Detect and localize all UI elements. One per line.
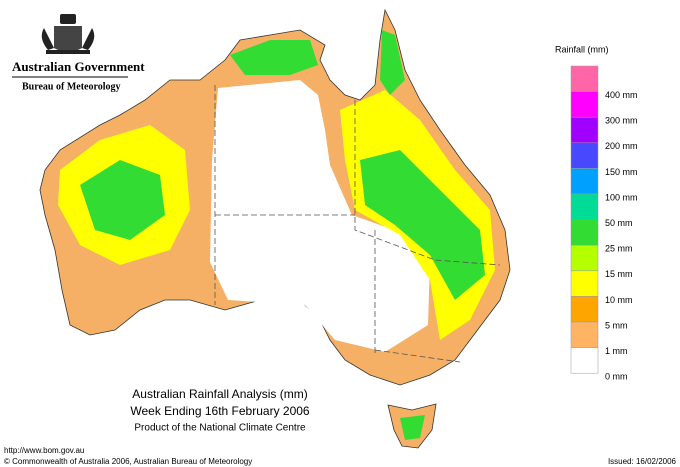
- legend-label: 25 mm: [605, 244, 633, 254]
- legend-label: 50 mm: [605, 218, 633, 228]
- legend-swatch: [570, 321, 599, 348]
- wet-region-north: [230, 40, 318, 75]
- wet-region-wa-core: [80, 160, 165, 240]
- legend-label: 200 mm: [605, 141, 638, 151]
- bureau-name: Bureau of Meteorology: [22, 81, 121, 92]
- wet-region-tas: [400, 415, 425, 440]
- legend-label: 300 mm: [605, 116, 638, 126]
- rainfall-map: [39, 8, 511, 449]
- legend-label: 15 mm: [605, 269, 633, 279]
- legend-label: 1 mm: [605, 346, 628, 356]
- legend-swatch: [570, 65, 599, 92]
- legend-swatch: [570, 168, 599, 195]
- government-name: Australian Government: [12, 59, 145, 74]
- legend-label: 5 mm: [605, 320, 628, 330]
- legend-title: Rainfall (mm): [555, 44, 609, 54]
- copyright: © Commonwealth of Australia 2006, Austra…: [4, 457, 252, 466]
- legend-swatch: [570, 91, 599, 118]
- legend-swatch: [570, 142, 599, 169]
- legend-swatch: [570, 116, 599, 144]
- legend-label: 10 mm: [605, 295, 633, 305]
- legend-label: 0 mm: [605, 372, 628, 382]
- map-credit: Product of the National Climate Centre: [134, 423, 306, 434]
- state-border: [214, 85, 501, 363]
- legend-swatch: [570, 193, 599, 220]
- issued-date: Issued: 16/02/2006: [608, 457, 677, 466]
- website: http://www.bom.gov.au: [4, 446, 84, 455]
- wet-region-east-core: [360, 150, 485, 300]
- legend-label: 400 mm: [605, 90, 638, 100]
- legend-swatch: [570, 296, 599, 323]
- map-subtitle: Week Ending 16th February 2006: [130, 404, 310, 418]
- legend: 400 mm 300 mm 200 mm 150 mm 100 mm 50 mm 25 mm…: [570, 65, 638, 382]
- legend-swatch: [570, 347, 599, 374]
- legend-swatch: [570, 244, 599, 272]
- wet-region-cape: [380, 30, 405, 95]
- crest-logo: [41, 14, 95, 54]
- map-title: Australian Rainfall Analysis (mm): [132, 387, 307, 401]
- legend-label: 100 mm: [605, 192, 638, 202]
- legend-label: 150 mm: [605, 167, 638, 177]
- legend-swatch: [570, 219, 599, 246]
- legend-swatch: [570, 270, 599, 297]
